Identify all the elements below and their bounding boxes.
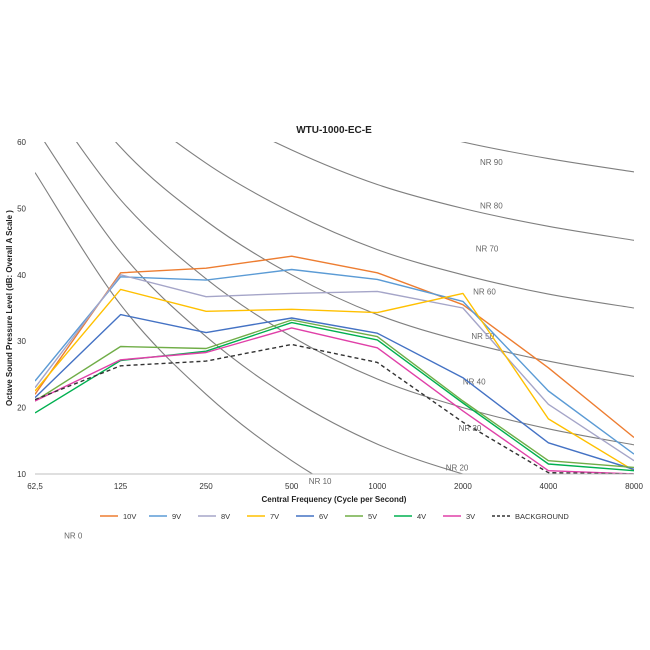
nr-curve [35,0,634,104]
legend-label: 4V [417,512,426,521]
series-line [35,319,634,469]
series-line [35,268,634,455]
series-lines [35,255,634,474]
y-tick-label: 30 [17,337,26,346]
y-tick-label: 40 [17,271,26,280]
series-line [35,274,634,462]
x-tick-label: 500 [285,482,299,491]
y-tick-label: 50 [17,204,26,213]
x-tick-label: 4000 [540,482,558,491]
legend-label: 8V [221,512,230,521]
x-tick-label: 1000 [368,482,386,491]
series-line [35,343,634,474]
legend-label: 7V [270,512,279,521]
y-axis-ticks: 10 20 30 40 50 60 [17,138,26,479]
nr-curve-label: NR 20 [446,464,469,473]
nr-curve-label: NR 70 [476,245,499,254]
series-line [35,321,634,472]
y-axis-label: Octave Sound Pressure Level (dB: Overall… [5,210,14,406]
nr-labels: NR 0 NR 10 NR 20 NR 30 NR 40 NR 50 NR 60 NR 70 N… [64,158,503,540]
nr-curve-label: NR 40 [463,377,486,386]
nr-curve-label: NR 80 [480,201,503,210]
y-tick-label: 20 [17,404,26,413]
nr-curve-label: NR 0 [64,531,83,540]
x-tick-label: 250 [199,482,213,491]
legend-label: 6V [319,512,328,521]
x-tick-label: 8000 [625,482,643,491]
x-axis-ticks: 62,5 125 250 500 1000 2000 4000 8000 [27,482,643,491]
x-tick-label: 2000 [454,482,472,491]
legend-label: 3V [466,512,475,521]
nr-curve [35,0,634,35]
legend: 10V 9V 8V 7V 6V 5V 4V 3V BACKGROUND [100,512,569,521]
nr-curve-label: NR 60 [473,288,496,297]
nr-curve [35,172,314,474]
y-tick-label: 10 [17,470,26,479]
nr-curve-label: NR 50 [471,332,494,341]
nr-curve [75,142,634,446]
series-line [35,255,634,439]
series-line [35,288,634,472]
nr-curve-label: NR 90 [480,158,503,167]
nr-curve [273,142,634,241]
legend-label: 10V [123,512,136,521]
legend-label: 5V [368,512,377,521]
legend-label: 9V [172,512,181,521]
series-line [35,327,634,474]
nr-curve [175,142,634,309]
x-tick-label: 125 [114,482,128,491]
x-tick-label: 62,5 [27,482,43,491]
series-line [35,313,634,471]
x-axis-label: Central Frequency (Cycle per Second) [262,495,407,504]
nr-curve [44,142,465,474]
nr-curve [460,142,634,173]
y-tick-label: 60 [17,138,26,147]
nr-curve-label: NR 10 [309,477,332,486]
chart-title: WTU-1000-EC-E [296,125,372,136]
nr-curve-label: NR 30 [459,424,482,433]
legend-label: BACKGROUND [515,512,569,521]
